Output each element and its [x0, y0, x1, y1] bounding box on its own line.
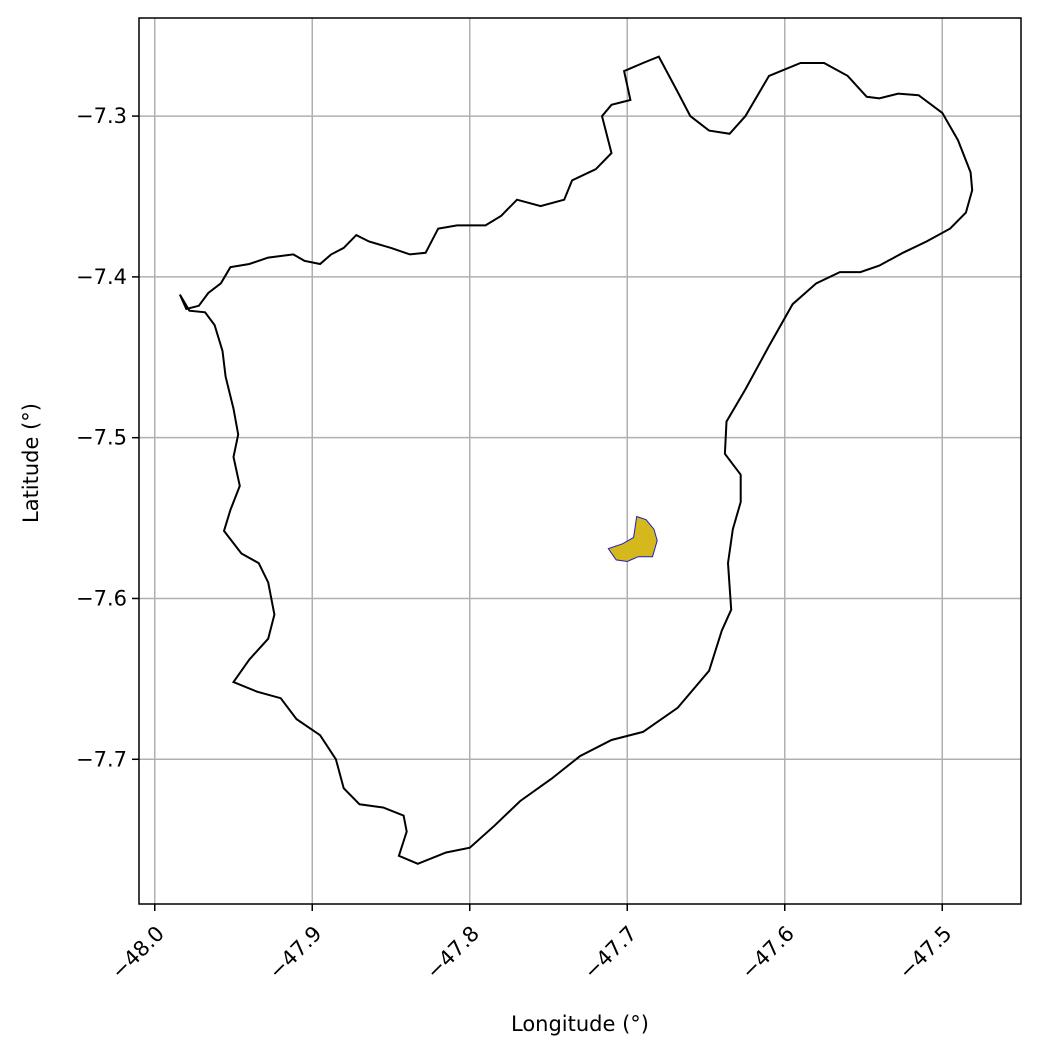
region-boundary: [178, 55, 974, 865]
y-tick-label: −7.5: [76, 426, 127, 450]
x-axis-label: Longitude (°): [511, 1012, 649, 1036]
highlighted-area: [607, 515, 658, 563]
y-axis: −7.3 −7.4 −7.5 −7.6 −7.7: [76, 104, 139, 771]
y-tick-label: −7.6: [76, 586, 127, 610]
y-tick-label: −7.3: [76, 104, 127, 128]
y-axis-label: Latitude (°): [19, 403, 43, 523]
gridlines: [139, 18, 1021, 904]
y-tick-label: −7.7: [76, 747, 127, 771]
y-tick-label: −7.4: [76, 265, 127, 289]
plot-frame: [138, 17, 1022, 905]
map-geometry: [178, 55, 974, 865]
